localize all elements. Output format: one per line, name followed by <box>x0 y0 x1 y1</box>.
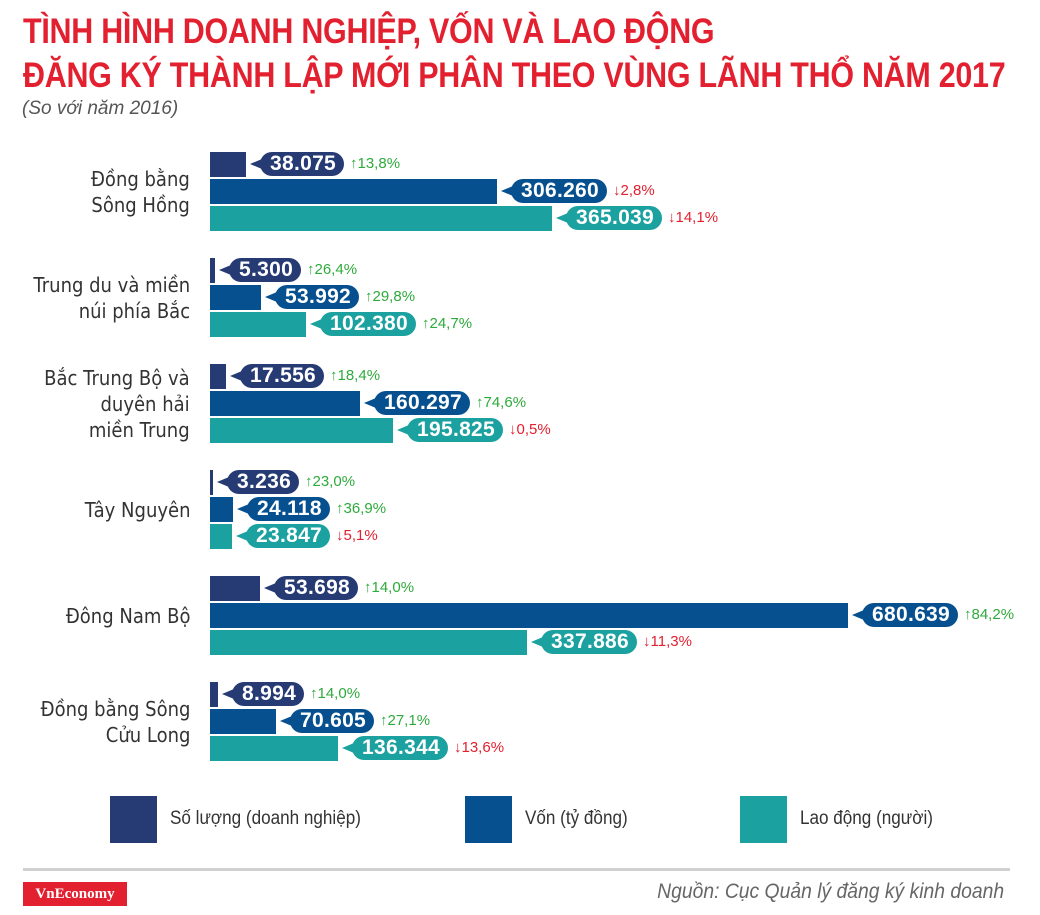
region-label-line: Sông Hồng <box>91 193 190 217</box>
change-percent: ↓5,1% <box>336 527 378 544</box>
change-percent: ↑24,7% <box>422 315 473 332</box>
change-percent: ↓11,3% <box>643 633 692 650</box>
chart-subtitle: (So với năm 2016) <box>22 98 179 119</box>
region-label: Đồng bằng Sông Hồng <box>91 166 190 218</box>
region-label-line: Đồng bằng <box>91 167 190 191</box>
change-percent: ↓13,6% <box>454 739 505 756</box>
change-percent: ↑13,8% <box>350 155 401 172</box>
change-percent: ↓2,8% <box>613 182 655 199</box>
value-bubble: 17.556 <box>229 364 325 388</box>
value-bubble: 680.639 <box>851 603 959 627</box>
change-percent: ↑74,6% <box>476 394 527 411</box>
change-percent: ↑27,1% <box>380 712 431 729</box>
value-bubble: 160.297 <box>363 391 471 415</box>
bar-lao-dong <box>210 736 338 761</box>
region-label-line: Đông Nam Bộ <box>65 604 190 628</box>
bar-von <box>210 709 276 734</box>
value-bubble: 53.992 <box>264 285 360 309</box>
change-percent: ↑18,4% <box>330 367 381 384</box>
change-percent: ↓14,1% <box>668 209 719 226</box>
change-percent: ↑29,8% <box>365 288 416 305</box>
bar-chart: Đồng bằng Sông Hồng 38.075 ↑13,8% 306.260 ↓2,… <box>33 152 1015 761</box>
change-percent: ↓0,5% <box>509 421 551 438</box>
region-label-line: núi phía Bắc <box>78 299 190 323</box>
bar-von <box>210 391 360 416</box>
value-bubble: 5.300 <box>218 258 302 282</box>
bar-lao-dong <box>210 418 393 443</box>
legend-label: Vốn (tỷ đồng) <box>525 808 628 829</box>
region-label-line: Trung du và miền <box>33 273 190 297</box>
bar-so-luong <box>210 576 260 601</box>
change-percent: ↑36,9% <box>336 500 387 517</box>
region-label-line: miền Trung <box>89 418 190 442</box>
bar-lao-dong <box>210 524 232 549</box>
region-label-line: Cửu Long <box>105 723 190 747</box>
legend-swatch <box>110 796 157 843</box>
region-label-line: Đồng bằng Sông <box>40 697 190 721</box>
value-bubble: 53.698 <box>263 576 359 600</box>
legend-label: Lao động (người) <box>800 808 933 829</box>
bar-so-luong <box>210 682 218 707</box>
region-label: Trung du và miền núi phía Bắc <box>33 272 190 324</box>
region-label: Bắc Trung Bộ và duyên hải miền Trung <box>45 365 190 443</box>
vneconomy-logo: VnEconomy <box>23 882 127 906</box>
region-label: Đông Nam Bộ <box>65 603 190 629</box>
value-bubble: 195.825 <box>396 418 504 442</box>
chart-title-line1: TÌNH HÌNH DOANH NGHIỆP, VỐN VÀ LAO ĐỘNG <box>23 12 715 51</box>
bar-lao-dong <box>210 206 552 231</box>
bar-von <box>210 285 261 310</box>
region-label-line: duyên hải <box>100 392 190 416</box>
value-bubble: 24.118 <box>237 497 330 521</box>
value-bubble: 8.994 <box>221 682 305 706</box>
value-bubble: 23.847 <box>235 524 331 548</box>
change-percent: ↑14,0% <box>310 685 361 702</box>
region-label-line: Bắc Trung Bộ và <box>44 366 190 390</box>
legend-label: Số lượng (doanh nghiệp) <box>170 808 361 829</box>
change-percent: ↑23,0% <box>305 473 356 490</box>
value-bubble: 365.039 <box>555 206 663 230</box>
region-label: Tây Nguyên <box>84 497 190 523</box>
value-bubble: 70.605 <box>279 709 375 733</box>
bar-von <box>210 603 848 628</box>
region-label: Đồng bằng Sông Cửu Long <box>40 696 190 748</box>
value-bubble: 102.380 <box>309 312 417 336</box>
bar-so-luong <box>210 470 213 495</box>
legend-swatch <box>465 796 512 843</box>
bar-so-luong <box>210 258 215 283</box>
value-bubble: 306.260 <box>500 179 608 203</box>
bar-lao-dong <box>210 312 306 337</box>
change-percent: ↑14,0% <box>364 579 415 596</box>
value-bubble: 337.886 <box>530 630 638 654</box>
change-percent: ↑26,4% <box>307 261 358 278</box>
value-bubble: 3.236 <box>216 470 300 494</box>
bar-so-luong <box>210 152 246 177</box>
source-note: Nguồn: Cục Quản lý đăng ký kinh doanh <box>657 880 1004 903</box>
bar-von <box>210 179 497 204</box>
value-bubble: 136.344 <box>341 736 449 760</box>
value-bubble: 38.075 <box>249 152 345 176</box>
chart-title-line2: ĐĂNG KÝ THÀNH LẬP MỚI PHÂN THEO VÙNG LÃN… <box>23 56 1006 95</box>
bar-von <box>210 497 233 522</box>
region-label-line: Tây Nguyên <box>84 498 190 522</box>
bar-so-luong <box>210 364 226 389</box>
legend-swatch <box>740 796 787 843</box>
change-percent: ↑84,2% <box>964 606 1015 623</box>
bar-lao-dong <box>210 630 527 655</box>
footer-divider <box>23 868 1010 871</box>
